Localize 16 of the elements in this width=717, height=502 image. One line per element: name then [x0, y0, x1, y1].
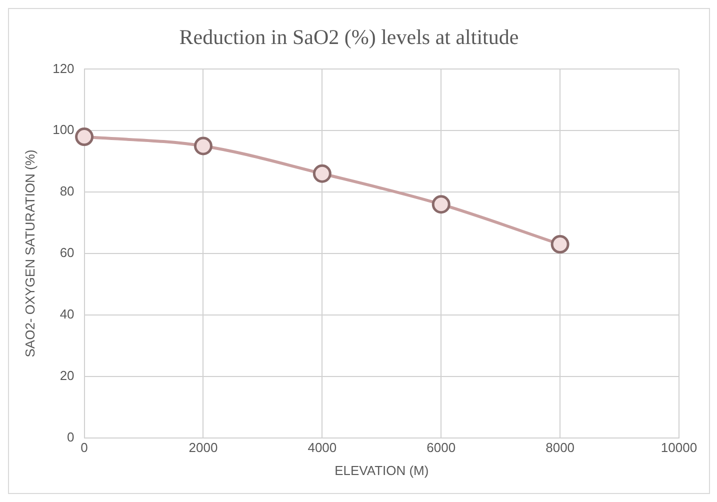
chart-title: Reduction in SaO2 (%) levels at altitude [179, 25, 519, 50]
y-tick-label: 120 [52, 60, 74, 76]
x-axis-title: ELEVATION (M) [334, 462, 429, 478]
x-tick-label: 6000 [426, 440, 456, 456]
x-tick-label: 4000 [308, 440, 337, 456]
x-tick-label: 0 [80, 440, 88, 456]
y-tick-label: 0 [67, 429, 74, 444]
y-tick-label: 40 [60, 306, 74, 322]
x-tick-label: 2000 [188, 440, 218, 456]
x-tick-label: 8000 [546, 440, 575, 456]
y-axis-title: SAO2- OXYGEN SATURATION (%) [22, 150, 38, 358]
y-tick-label: 100 [52, 122, 74, 138]
y-tick-label: 60 [60, 245, 74, 260]
x-tick-label: 10000 [660, 440, 698, 456]
y-tick-label: 20 [60, 368, 74, 383]
y-tick-label: 80 [60, 184, 74, 199]
